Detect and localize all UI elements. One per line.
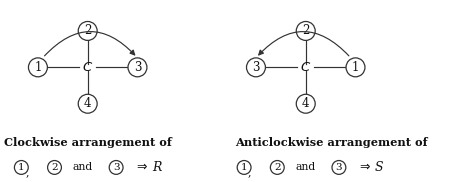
Text: $C$: $C$ bbox=[82, 61, 93, 74]
Ellipse shape bbox=[78, 21, 97, 40]
Text: and: and bbox=[73, 163, 93, 172]
Ellipse shape bbox=[332, 161, 346, 174]
Text: 3: 3 bbox=[336, 163, 342, 172]
Ellipse shape bbox=[346, 58, 365, 77]
Text: $C$: $C$ bbox=[300, 61, 311, 74]
Ellipse shape bbox=[47, 161, 62, 174]
Text: 3: 3 bbox=[134, 61, 141, 74]
Text: 2: 2 bbox=[51, 163, 58, 172]
Ellipse shape bbox=[128, 58, 147, 77]
Text: 1: 1 bbox=[18, 163, 25, 172]
Text: 1: 1 bbox=[352, 61, 359, 74]
Ellipse shape bbox=[109, 161, 123, 174]
Text: 4: 4 bbox=[84, 97, 91, 110]
Ellipse shape bbox=[246, 58, 265, 77]
Text: 2: 2 bbox=[84, 24, 91, 37]
Text: 2: 2 bbox=[274, 163, 281, 172]
Text: S: S bbox=[375, 161, 383, 174]
Ellipse shape bbox=[296, 94, 315, 113]
Text: Clockwise arrangement of: Clockwise arrangement of bbox=[4, 137, 172, 148]
Text: R: R bbox=[152, 161, 161, 174]
Ellipse shape bbox=[296, 21, 315, 40]
Text: ,: , bbox=[248, 168, 252, 177]
Text: 3: 3 bbox=[113, 163, 119, 172]
Ellipse shape bbox=[28, 58, 47, 77]
Text: Anticlockwise arrangement of: Anticlockwise arrangement of bbox=[235, 137, 427, 148]
Ellipse shape bbox=[270, 161, 284, 174]
Text: ,: , bbox=[25, 168, 29, 177]
Ellipse shape bbox=[14, 161, 28, 174]
Text: 1: 1 bbox=[34, 61, 42, 74]
Text: and: and bbox=[296, 163, 316, 172]
Ellipse shape bbox=[237, 161, 251, 174]
Text: ⇒: ⇒ bbox=[359, 161, 369, 174]
Text: 2: 2 bbox=[302, 24, 310, 37]
Text: ⇒: ⇒ bbox=[136, 161, 146, 174]
Text: 4: 4 bbox=[302, 97, 310, 110]
Text: 1: 1 bbox=[241, 163, 247, 172]
Text: 3: 3 bbox=[252, 61, 260, 74]
Ellipse shape bbox=[78, 94, 97, 113]
